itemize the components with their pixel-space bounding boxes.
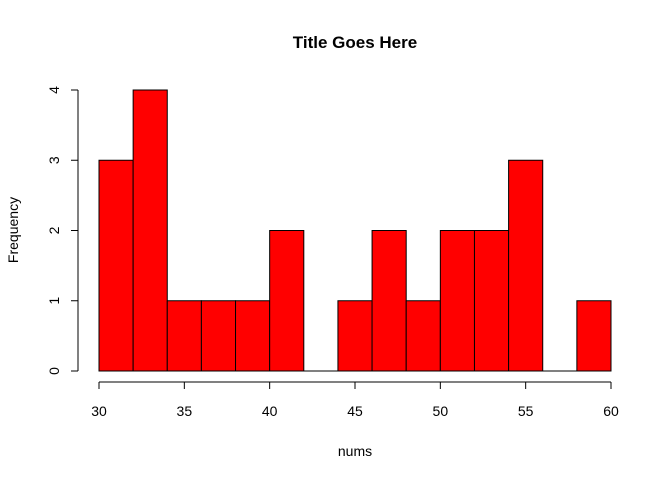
histogram-bar <box>576 300 612 372</box>
y-axis: 0 1 2 3 4 <box>46 86 79 375</box>
y-tick-label: 3 <box>46 156 62 164</box>
x-tick-label: 45 <box>347 403 363 419</box>
y-tick-label: 1 <box>46 297 62 305</box>
x-tick-label: 30 <box>91 403 107 419</box>
histogram-bar <box>235 300 271 372</box>
histogram-bar <box>473 230 510 372</box>
histogram-bar <box>371 230 407 372</box>
x-tick-label: 40 <box>262 403 278 419</box>
x-tick-label: 50 <box>433 403 449 419</box>
y-tick-label: 4 <box>46 86 62 94</box>
x-axis: 30 35 40 45 50 55 60 <box>91 381 619 419</box>
y-axis-label: Frequency <box>5 197 21 263</box>
histogram-bar <box>439 230 475 372</box>
histogram-bar <box>132 89 168 372</box>
bars-group <box>98 89 612 372</box>
x-tick-label: 55 <box>518 403 534 419</box>
y-tick-label: 0 <box>46 367 62 375</box>
x-tick-label: 35 <box>177 403 193 419</box>
histogram-bar <box>337 300 373 372</box>
histogram-bar <box>405 300 441 372</box>
x-tick-label: 60 <box>603 403 619 419</box>
histogram-bar <box>200 300 237 372</box>
x-axis-label: nums <box>338 443 372 459</box>
histogram-bar <box>269 230 305 372</box>
histogram-bar <box>166 300 202 372</box>
chart-title: Title Goes Here <box>293 33 417 52</box>
histogram-bar <box>508 159 544 372</box>
y-tick-label: 2 <box>46 226 62 234</box>
histogram-bar <box>98 159 134 372</box>
